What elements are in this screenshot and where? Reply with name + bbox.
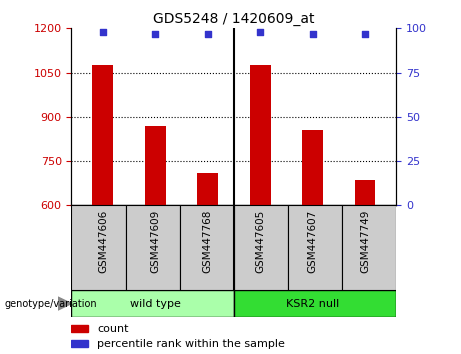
Bar bbox=[71, 290, 234, 317]
Bar bbox=[180, 205, 234, 290]
Bar bbox=[250, 65, 271, 205]
Point bbox=[204, 31, 212, 36]
Bar bbox=[234, 290, 396, 317]
Bar bbox=[302, 130, 323, 205]
Title: GDS5248 / 1420609_at: GDS5248 / 1420609_at bbox=[153, 12, 315, 26]
Bar bbox=[355, 180, 376, 205]
Bar bbox=[125, 205, 180, 290]
Text: wild type: wild type bbox=[130, 298, 181, 309]
Bar bbox=[197, 173, 218, 205]
Text: GSM447606: GSM447606 bbox=[98, 210, 108, 273]
Text: KSR2 null: KSR2 null bbox=[286, 298, 339, 309]
Text: count: count bbox=[97, 324, 129, 333]
Bar bbox=[71, 205, 125, 290]
Point bbox=[152, 31, 159, 36]
Bar bbox=[342, 205, 396, 290]
Bar bbox=[288, 205, 342, 290]
Point bbox=[309, 31, 316, 36]
Point bbox=[256, 29, 264, 35]
Text: GSM447768: GSM447768 bbox=[203, 210, 213, 273]
Text: GSM447605: GSM447605 bbox=[255, 210, 265, 273]
Bar bbox=[71, 340, 88, 348]
Bar bbox=[92, 65, 113, 205]
Text: GSM447607: GSM447607 bbox=[307, 210, 318, 273]
Bar bbox=[234, 205, 288, 290]
Polygon shape bbox=[58, 297, 71, 310]
Point bbox=[99, 29, 106, 35]
Text: GSM447609: GSM447609 bbox=[150, 210, 160, 273]
Bar bbox=[71, 325, 88, 332]
Text: GSM447749: GSM447749 bbox=[360, 210, 370, 273]
Bar bbox=[145, 126, 166, 205]
Point bbox=[361, 31, 369, 36]
Text: percentile rank within the sample: percentile rank within the sample bbox=[97, 339, 285, 349]
Text: genotype/variation: genotype/variation bbox=[5, 298, 97, 309]
